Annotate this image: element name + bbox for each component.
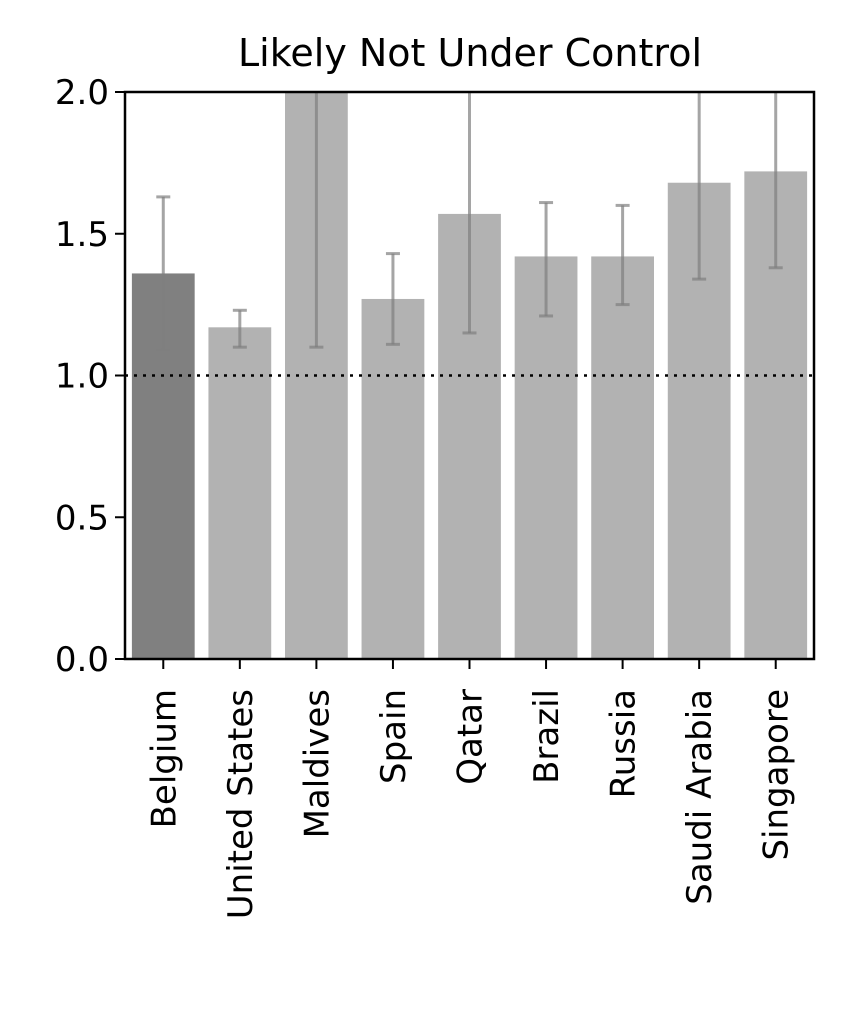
bars [131,92,808,659]
error-bar-brazil [539,201,554,318]
x-tick-label: Qatar [451,689,491,785]
x-tick-label: Russia [604,689,644,798]
error-bars [156,92,783,352]
x-tick-label: Saudi Arabia [680,689,720,905]
bar-brazil [514,256,578,659]
error-bar-maldives [309,92,324,349]
x-tick-label: Maldives [297,689,337,838]
y-tick-label: 0.0 [55,640,109,680]
error-bar-spain [385,252,400,346]
bar-united-states [208,327,272,659]
y-tick-label: 1.0 [55,357,109,397]
error-bar-qatar [462,92,477,335]
error-bar-russia [615,203,630,307]
x-tick-label: United States [221,689,261,919]
y-tick-label: 1.5 [55,215,109,255]
x-tick-label: Brazil [527,689,567,784]
x-tick-label: Belgium [144,689,184,828]
bar-spain [361,298,425,659]
x-axis: Belgium United States Maldives Spain Qatar Br… [144,659,797,919]
error-bar-belgium [156,195,171,352]
y-axis: 0.0 0.5 1.0 1.5 2.0 [55,73,125,680]
error-bar-saudi-arabia [692,92,707,281]
y-tick-label: 0.5 [55,498,109,538]
x-tick-label: Singapore [757,689,797,861]
error-bar-united-states [232,308,247,349]
error-bar-singapore [768,92,783,270]
bar-russia [591,256,654,659]
chart-title: Likely Not Under Control [238,31,702,75]
x-tick-label: Spain [374,689,414,784]
y-tick-label: 2.0 [55,73,109,113]
